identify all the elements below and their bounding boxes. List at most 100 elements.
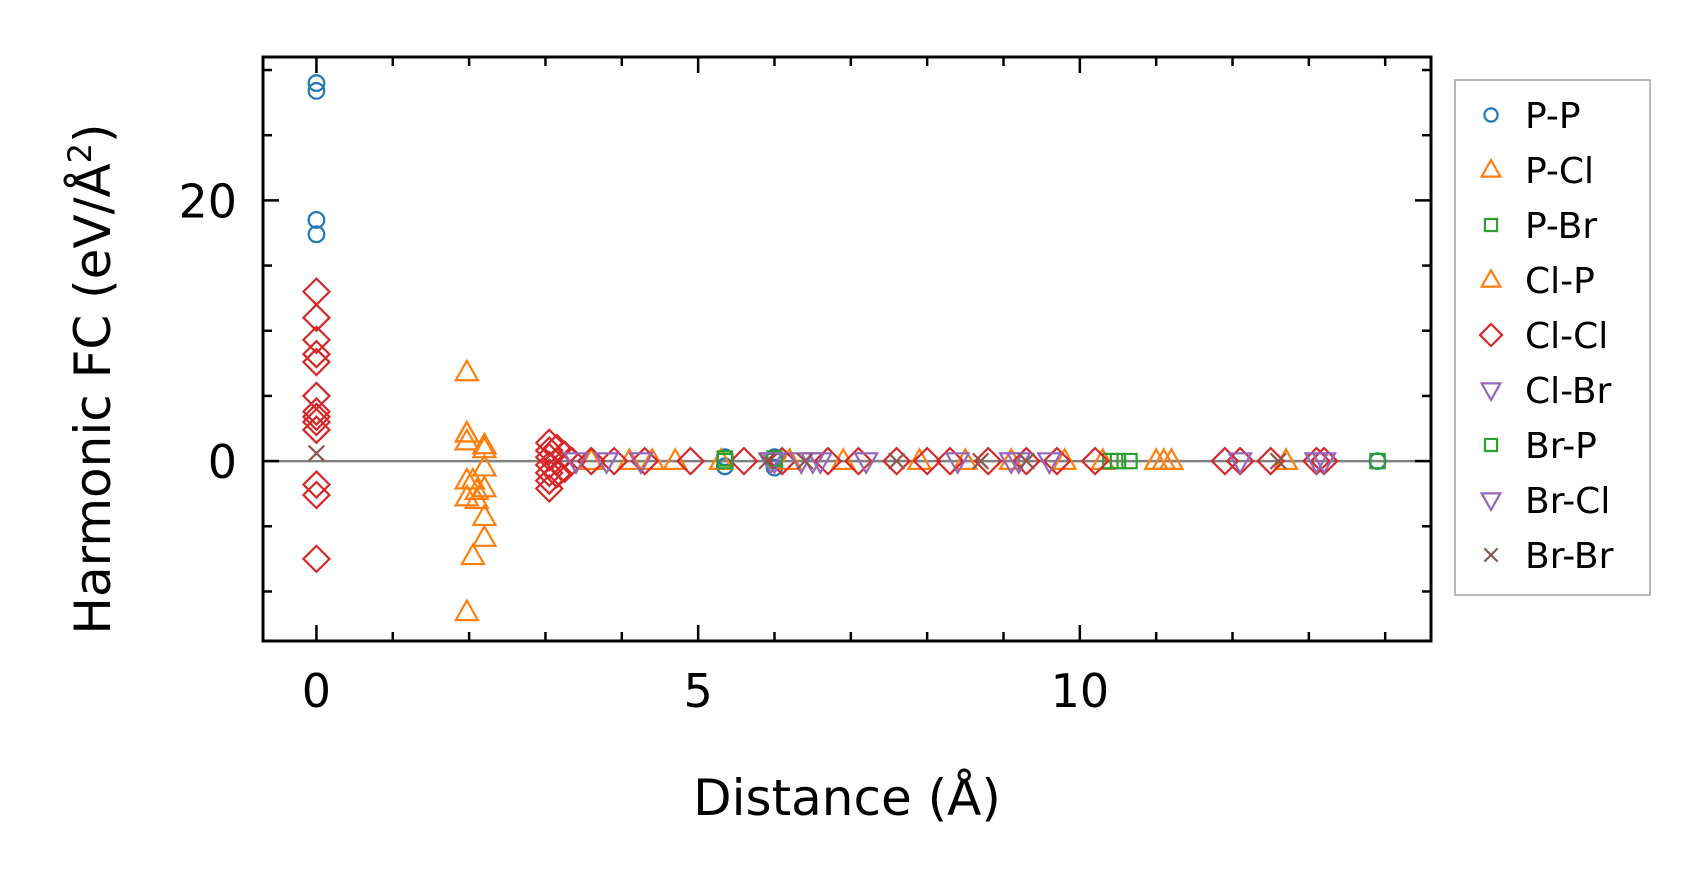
data-point (549, 454, 580, 484)
data-point (576, 446, 606, 476)
legend-marker (1479, 157, 1503, 178)
legend-marker (1483, 437, 1499, 453)
legend-marker (1478, 322, 1504, 348)
y-axis-label-main: Harmonic FC (eV/Å (64, 163, 122, 634)
data-point (758, 452, 776, 470)
data-point (534, 436, 564, 466)
data-point (639, 447, 666, 471)
data-point (807, 452, 834, 476)
minor-ticks (263, 57, 1431, 641)
legend-label: Br-Br (1525, 536, 1614, 577)
data-points (301, 74, 1387, 622)
series-p-cl (453, 358, 1299, 622)
legend-item: P-Cl (1479, 151, 1594, 192)
data-point (463, 477, 490, 500)
legend-label: Cl-Br (1525, 371, 1612, 412)
data-point (630, 446, 660, 476)
data-point (1143, 447, 1170, 471)
data-point (973, 446, 1003, 476)
data-point (453, 358, 480, 382)
legend: P-P P-Cl P-Br Cl-P Cl-Cl Cl-Br Br-P Br-Cl Br-Br (1454, 79, 1651, 596)
data-point (307, 225, 326, 244)
data-point (578, 447, 605, 471)
data-point (301, 277, 331, 307)
data-point (972, 452, 990, 470)
data-point (1150, 447, 1177, 471)
data-point (627, 452, 654, 476)
data-point (998, 452, 1025, 476)
data-point (563, 452, 589, 476)
data-point (1080, 446, 1110, 476)
legend-label: Cl-P (1525, 261, 1595, 302)
data-point (1042, 446, 1072, 476)
data-point (1017, 452, 1035, 470)
legend-item: Br-Br (1483, 536, 1614, 577)
data-point (853, 452, 880, 476)
plot-frame (261, 55, 1433, 643)
legend-item: Cl-Cl (1478, 316, 1608, 357)
legend-label: P-P (1525, 96, 1581, 137)
data-point (301, 397, 331, 427)
data-point (888, 452, 906, 470)
data-point (813, 446, 843, 476)
legend-label: P-Br (1525, 206, 1597, 247)
data-point (716, 450, 734, 467)
data-point (301, 470, 331, 500)
legend-label: Br-Cl (1525, 481, 1610, 522)
data-point (1369, 452, 1386, 470)
data-point (1269, 452, 1287, 470)
legend-item: P-Br (1483, 206, 1597, 247)
data-point (301, 347, 331, 377)
data-point (471, 474, 498, 498)
data-point (1227, 452, 1254, 476)
data-point (453, 466, 480, 490)
data-point (301, 325, 331, 355)
data-point (301, 544, 331, 574)
data-point (301, 415, 331, 445)
data-point (1210, 446, 1240, 476)
legend-marker (1483, 217, 1499, 233)
data-point (471, 431, 498, 455)
legend-item: Cl-Br (1479, 371, 1612, 412)
data-point (307, 74, 326, 92)
data-point (471, 453, 498, 477)
data-point (301, 339, 331, 369)
data-point (1158, 447, 1185, 471)
y-axis-label-tail: ) (64, 123, 122, 143)
x-tick-label: 0 (302, 664, 331, 718)
data-point (906, 447, 933, 471)
data-point (453, 427, 480, 451)
data-point (453, 419, 480, 443)
y-axis-label: Harmonic FC (eV/Å2) (61, 123, 122, 634)
data-point (1109, 452, 1127, 470)
data-point (882, 446, 912, 476)
legend-marker (1479, 492, 1503, 513)
data-point (796, 452, 814, 470)
data-point (557, 446, 587, 476)
legend-marker (1483, 107, 1499, 123)
data-point (1121, 452, 1138, 470)
legend-item: Cl-P (1479, 261, 1595, 302)
series-cl-cl (301, 277, 1339, 574)
legend-label: P-Cl (1525, 151, 1594, 192)
data-point (593, 452, 620, 476)
data-point (459, 542, 486, 566)
data-point (912, 446, 942, 476)
y-tick-label: 0 (208, 435, 237, 489)
legend-marker (1479, 267, 1503, 288)
data-point (301, 480, 331, 510)
series-p-p (307, 74, 1387, 477)
data-point (767, 446, 797, 476)
legend-marker (1479, 382, 1503, 403)
data-point (843, 446, 874, 476)
x-axis-label: Distance (Å) (693, 769, 1001, 827)
data-point (534, 473, 564, 504)
data-point (729, 446, 759, 476)
data-point (1036, 452, 1063, 476)
data-point (453, 598, 480, 622)
x-tick-label: 10 (1051, 664, 1110, 718)
data-point (471, 524, 498, 547)
data-point (534, 458, 564, 488)
